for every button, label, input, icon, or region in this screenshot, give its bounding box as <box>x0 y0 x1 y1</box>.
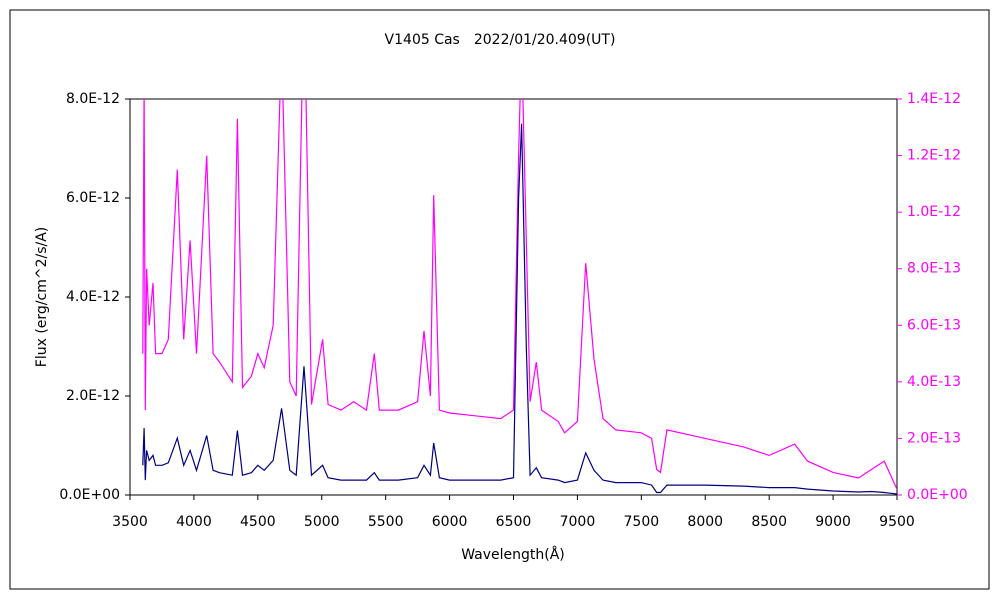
y-tick-label: 6.0E-12 <box>66 190 120 206</box>
x-tick-label: 7000 <box>560 514 596 530</box>
y-axis-label: Flux (erg/cm^2/s/A) <box>34 227 50 367</box>
x-tick-label: 9000 <box>815 514 851 530</box>
x-tick-label: 5000 <box>304 514 340 530</box>
y-tick-label: 2.0E-12 <box>66 388 120 404</box>
x-tick-label: 6500 <box>496 514 532 530</box>
y2-tick-label: 8.0E-13 <box>907 261 961 277</box>
y2-tick-label: 6.0E-13 <box>907 317 961 333</box>
x-tick-label: 8000 <box>687 514 723 530</box>
series-line <box>142 123 897 495</box>
y2-tick-label: 4.0E-13 <box>907 374 961 390</box>
y-tick-label: 8.0E-12 <box>66 91 120 107</box>
x-tick-label: 6000 <box>432 514 468 530</box>
y2-tick-label: 1.0E-12 <box>907 204 961 220</box>
plot-area <box>129 98 898 496</box>
y2-tick-label: 1.2E-12 <box>907 148 961 164</box>
y2-tick-label: 1.4E-12 <box>907 91 961 107</box>
y2-tick-label: 2.0E-13 <box>907 430 961 446</box>
x-tick-label: 8500 <box>751 514 787 530</box>
x-tick-label: 5500 <box>368 514 404 530</box>
y-tick-label: 0.0E+00 <box>59 487 120 503</box>
x-axis-label: Wavelength(Å) <box>461 546 565 563</box>
x-tick-label: 7500 <box>624 514 660 530</box>
y-tick-label: 4.0E-12 <box>66 289 120 305</box>
x-tick-label: 3500 <box>112 514 148 530</box>
y2-tick-label: 0.0E+00 <box>907 487 968 503</box>
chart-title: V1405 Cas 2022/01/20.409(UT) <box>385 32 616 48</box>
series-line <box>142 99 897 490</box>
x-tick-label: 4500 <box>240 514 276 530</box>
x-tick-label: 4000 <box>176 514 212 530</box>
x-tick-label: 9500 <box>879 514 915 530</box>
